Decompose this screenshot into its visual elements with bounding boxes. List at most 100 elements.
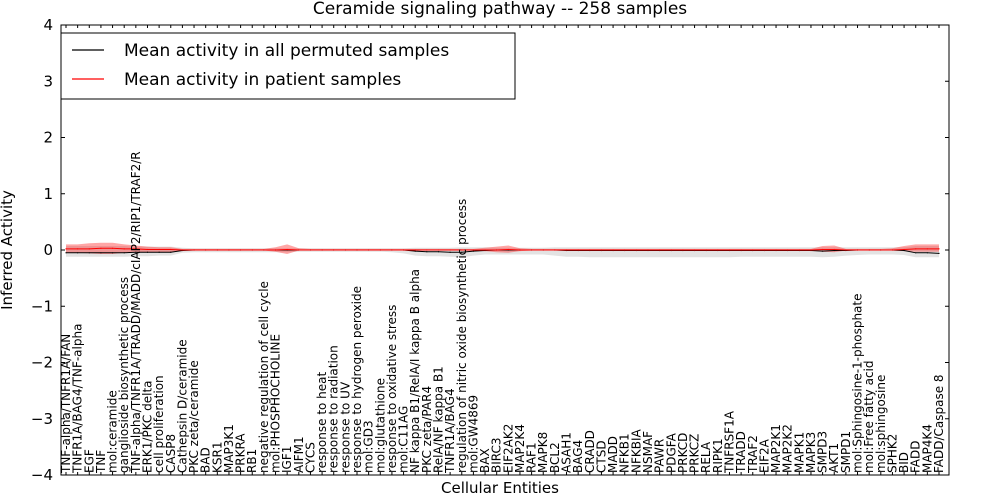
data-point-patient bbox=[251, 249, 253, 251]
data-point-patient bbox=[705, 249, 707, 251]
data-point-patient bbox=[565, 249, 568, 251]
x-tick-label: MAPK3 bbox=[804, 432, 818, 473]
data-point-patient bbox=[472, 249, 474, 251]
x-tick-label: mol:PHOSPHOCHOLINE bbox=[269, 334, 283, 473]
data-point-permuted bbox=[903, 249, 905, 252]
x-tick-label: MAP2K1 bbox=[769, 424, 783, 473]
activity-bands bbox=[66, 242, 939, 258]
data-point-patient bbox=[344, 249, 346, 251]
data-point-patient bbox=[798, 249, 800, 251]
data-point-permuted bbox=[111, 252, 114, 254]
x-tick-label: KSR1 bbox=[210, 442, 224, 473]
data-point-patient bbox=[845, 249, 847, 251]
data-point-permuted bbox=[926, 252, 928, 254]
x-tick-label: EIF2AK2 bbox=[501, 424, 515, 473]
data-point-patient bbox=[787, 249, 789, 251]
y-tick-label: 0 bbox=[43, 241, 53, 259]
plot-frame bbox=[60, 24, 950, 476]
x-tick-label: PDGFA bbox=[664, 432, 678, 473]
data-point-patient bbox=[496, 249, 498, 251]
x-axis: TNF-alpha/TNFR1A/FANTNFR1A/BAG4/TNF-alph… bbox=[59, 25, 946, 475]
x-tick-label: TNFR1A/BAG4/TNF-alpha bbox=[71, 324, 85, 474]
data-point-patient bbox=[402, 249, 405, 251]
x-tick-label: PAWR bbox=[653, 439, 667, 473]
data-point-permuted bbox=[461, 251, 463, 253]
data-point-patient bbox=[519, 249, 521, 251]
x-tick-label: BCL2 bbox=[548, 442, 562, 473]
x-tick-label: RIPK1 bbox=[711, 438, 725, 473]
x-tick-label: RelA/NF kappa B1 bbox=[431, 366, 445, 473]
x-tick-label: EGF bbox=[82, 449, 96, 473]
series-line-patient bbox=[66, 247, 939, 251]
data-point-patient bbox=[740, 249, 742, 251]
x-tick-label: NFKB1 bbox=[618, 433, 632, 473]
data-point-patient bbox=[647, 249, 649, 251]
data-point-permuted bbox=[938, 252, 940, 254]
x-tick-label: RB1 bbox=[245, 449, 259, 473]
y-tick-label: 4 bbox=[43, 16, 53, 34]
data-point-patient bbox=[263, 249, 265, 251]
x-tick-label: mol:Sphingosine-1-phosphate bbox=[851, 294, 865, 474]
data-point-patient bbox=[624, 249, 626, 251]
data-point-patient bbox=[693, 249, 696, 251]
x-tick-label: mol:Free fatty acid bbox=[862, 361, 876, 474]
data-point-permuted bbox=[65, 252, 67, 254]
x-tick-label: response to radiation bbox=[327, 345, 341, 473]
x-tick-label: NFKBIA bbox=[629, 428, 643, 473]
data-point-patient bbox=[589, 249, 591, 251]
x-tick-label: response to hydrogen peroxide bbox=[350, 286, 364, 473]
data-point-patient bbox=[880, 249, 882, 251]
data-point-patient bbox=[193, 249, 195, 251]
data-point-patient bbox=[135, 248, 137, 250]
data-point-permuted bbox=[123, 252, 125, 254]
data-point-patient bbox=[542, 249, 544, 251]
data-point-patient bbox=[484, 249, 486, 251]
data-point-patient bbox=[65, 248, 67, 250]
x-tick-label: CYCS bbox=[303, 442, 317, 473]
x-tick-label: response to oxidative stress bbox=[385, 305, 399, 473]
x-tick-label: RAF1 bbox=[525, 442, 539, 473]
x-tick-label: NSMAF bbox=[641, 431, 655, 473]
y-axis-label: Inferred Activity bbox=[0, 190, 16, 310]
x-tick-label: mol:C11AG bbox=[397, 406, 411, 473]
data-point-patient bbox=[437, 249, 440, 251]
x-tick-label: BAG4 bbox=[571, 440, 585, 473]
chart-title: Ceramide signaling pathway -- 258 sample… bbox=[313, 0, 687, 19]
x-tick-label: PKC zeta/PAR4 bbox=[420, 386, 434, 473]
x-tick-label: BAX bbox=[478, 448, 492, 473]
data-point-patient bbox=[286, 248, 288, 251]
x-tick-label: TNF bbox=[94, 450, 108, 474]
x-tick-label: MAP2K2 bbox=[781, 424, 795, 473]
data-point-patient bbox=[682, 249, 684, 251]
band-patient bbox=[66, 242, 939, 254]
data-point-patient bbox=[146, 248, 149, 251]
data-point-permuted bbox=[146, 251, 149, 253]
x-tick-label: CASP8 bbox=[164, 434, 178, 473]
x-tick-label: mol:GW4869 bbox=[466, 395, 480, 473]
data-point-patient bbox=[868, 249, 870, 251]
data-point-patient bbox=[333, 249, 335, 251]
x-tick-label: Cathepsin D/ceramide bbox=[175, 339, 189, 473]
x-tick-label: ASAH1 bbox=[560, 432, 574, 473]
data-point-permuted bbox=[472, 250, 474, 252]
x-tick-label: TRADD bbox=[734, 431, 748, 474]
data-point-patient bbox=[123, 248, 125, 250]
y-tick-label: 2 bbox=[43, 129, 53, 147]
x-tick-label: FADD bbox=[909, 441, 923, 474]
x-tick-label: BID bbox=[897, 452, 911, 473]
data-point-permuted bbox=[100, 252, 102, 254]
x-tick-label: MAP2K4 bbox=[513, 424, 527, 473]
data-point-patient bbox=[205, 249, 207, 251]
x-tick-label: SMPD1 bbox=[839, 431, 853, 473]
band-permuted bbox=[66, 246, 939, 258]
x-tick-label: TRAF2 bbox=[746, 435, 760, 474]
x-tick-label: PRKCD bbox=[676, 433, 690, 473]
x-tick-label: ERK1/PKC delta bbox=[140, 380, 154, 473]
x-tick-label: EIF2A bbox=[757, 438, 771, 473]
data-point-patient bbox=[554, 249, 556, 251]
x-tick-label: NF kappa B1/RelA/I kappa B alpha bbox=[408, 269, 422, 473]
data-point-patient bbox=[822, 248, 824, 251]
x-tick-label: mol:GD3 bbox=[362, 420, 376, 473]
data-point-patient bbox=[507, 248, 509, 251]
x-tick-label: AIFM1 bbox=[292, 436, 306, 473]
